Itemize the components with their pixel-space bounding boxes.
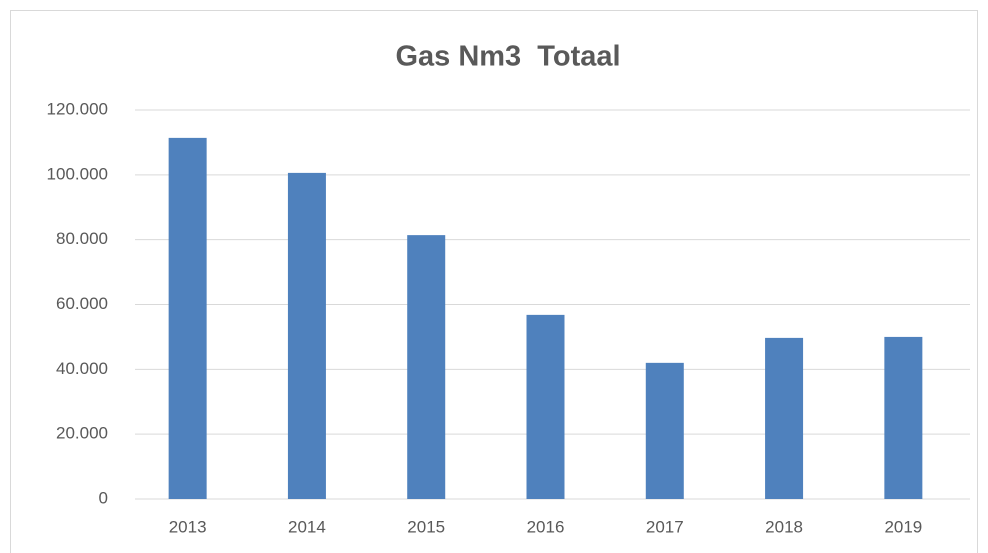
bar bbox=[287, 172, 326, 499]
x-tick-label: 2017 bbox=[646, 517, 684, 536]
y-tick-label: 40.000 bbox=[56, 359, 108, 378]
bar bbox=[884, 336, 923, 499]
bar bbox=[407, 235, 446, 499]
y-tick-label: 100.000 bbox=[47, 164, 108, 183]
bar bbox=[645, 362, 684, 499]
bar bbox=[168, 137, 207, 499]
chart-title: Gas Nm3 Totaal bbox=[395, 41, 620, 73]
x-tick-label: 2013 bbox=[169, 517, 207, 536]
y-tick-label: 80.000 bbox=[56, 229, 108, 248]
y-tick-label: 60.000 bbox=[56, 294, 108, 313]
y-tick-label: 20.000 bbox=[56, 424, 108, 443]
bar bbox=[526, 314, 565, 499]
x-tick-label: 2016 bbox=[527, 517, 565, 536]
x-tick-label: 2015 bbox=[407, 517, 445, 536]
x-tick-label: 2014 bbox=[288, 517, 326, 536]
x-tick-label: 2019 bbox=[884, 517, 922, 536]
x-tick-label: 2018 bbox=[765, 517, 803, 536]
y-tick-label: 120.000 bbox=[47, 99, 108, 118]
chart-border bbox=[10, 10, 978, 553]
y-tick-label: 0 bbox=[99, 488, 108, 507]
bar bbox=[765, 337, 804, 499]
